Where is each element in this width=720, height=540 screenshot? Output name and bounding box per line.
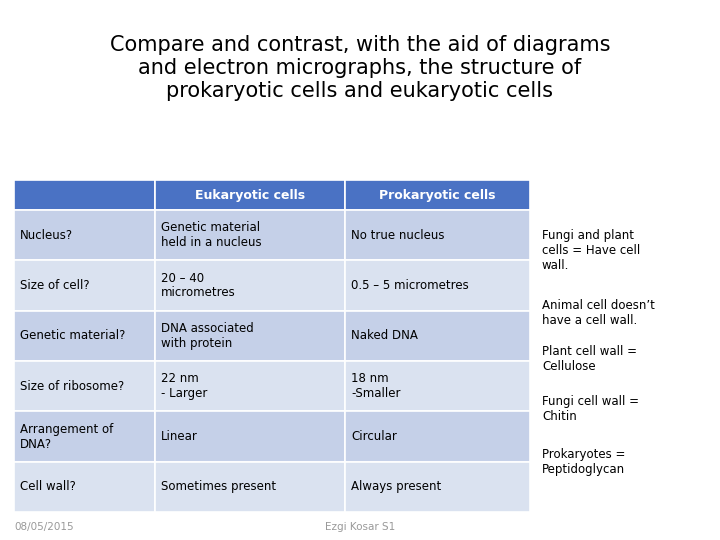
Text: Prokaryotic cells: Prokaryotic cells [379,188,496,201]
Bar [155,260,345,310]
Text: Genetic material?: Genetic material? [20,329,125,342]
Bar [345,361,530,411]
Text: Arrangement of
DNA?: Arrangement of DNA? [20,422,113,450]
Text: Plant cell wall =
Cellulose: Plant cell wall = Cellulose [542,345,637,373]
Bar [345,310,530,361]
Bar [345,411,530,462]
Bar [155,210,345,260]
Text: Cell wall?: Cell wall? [20,481,76,494]
Text: 22 nm
- Larger: 22 nm - Larger [161,372,207,400]
Text: Circular: Circular [351,430,397,443]
Bar [345,462,530,512]
Text: DNA associated
with protein: DNA associated with protein [161,322,253,350]
Text: Prokaryotes =
Peptidoglycan: Prokaryotes = Peptidoglycan [542,448,626,476]
Bar [345,180,530,210]
Text: Linear: Linear [161,430,198,443]
Text: Nucleus?: Nucleus? [20,228,73,242]
Text: Size of ribosome?: Size of ribosome? [20,380,125,393]
Text: 20 – 40
micrometres: 20 – 40 micrometres [161,272,235,300]
Text: Compare and contrast, with the aid of diagrams
and electron micrographs, the str: Compare and contrast, with the aid of di… [109,35,611,102]
Text: Ezgi Kosar S1: Ezgi Kosar S1 [325,522,395,532]
Bar [14,361,155,411]
Text: Naked DNA: Naked DNA [351,329,418,342]
Bar [14,462,155,512]
Text: Animal cell doesn’t
have a cell wall.: Animal cell doesn’t have a cell wall. [542,299,655,327]
Bar [14,260,155,310]
Bar [155,310,345,361]
Bar [14,180,155,210]
Bar [14,411,155,462]
Bar [155,462,345,512]
Bar [155,411,345,462]
Bar [14,210,155,260]
Bar [14,310,155,361]
Bar [155,180,345,210]
Text: 08/05/2015: 08/05/2015 [14,522,73,532]
Bar [155,361,345,411]
Bar [345,210,530,260]
Text: Size of cell?: Size of cell? [20,279,89,292]
Text: Sometimes present: Sometimes present [161,481,276,494]
Text: No true nucleus: No true nucleus [351,228,444,242]
Text: Fungi and plant
cells = Have cell
wall.: Fungi and plant cells = Have cell wall. [542,229,640,272]
Bar [345,260,530,310]
Text: Fungi cell wall =
Chitin: Fungi cell wall = Chitin [542,395,639,423]
Text: Genetic material
held in a nucleus: Genetic material held in a nucleus [161,221,261,249]
Text: Always present: Always present [351,481,441,494]
Text: 0.5 – 5 micrometres: 0.5 – 5 micrometres [351,279,469,292]
Text: 18 nm
-Smaller: 18 nm -Smaller [351,372,400,400]
Text: Eukaryotic cells: Eukaryotic cells [195,188,305,201]
